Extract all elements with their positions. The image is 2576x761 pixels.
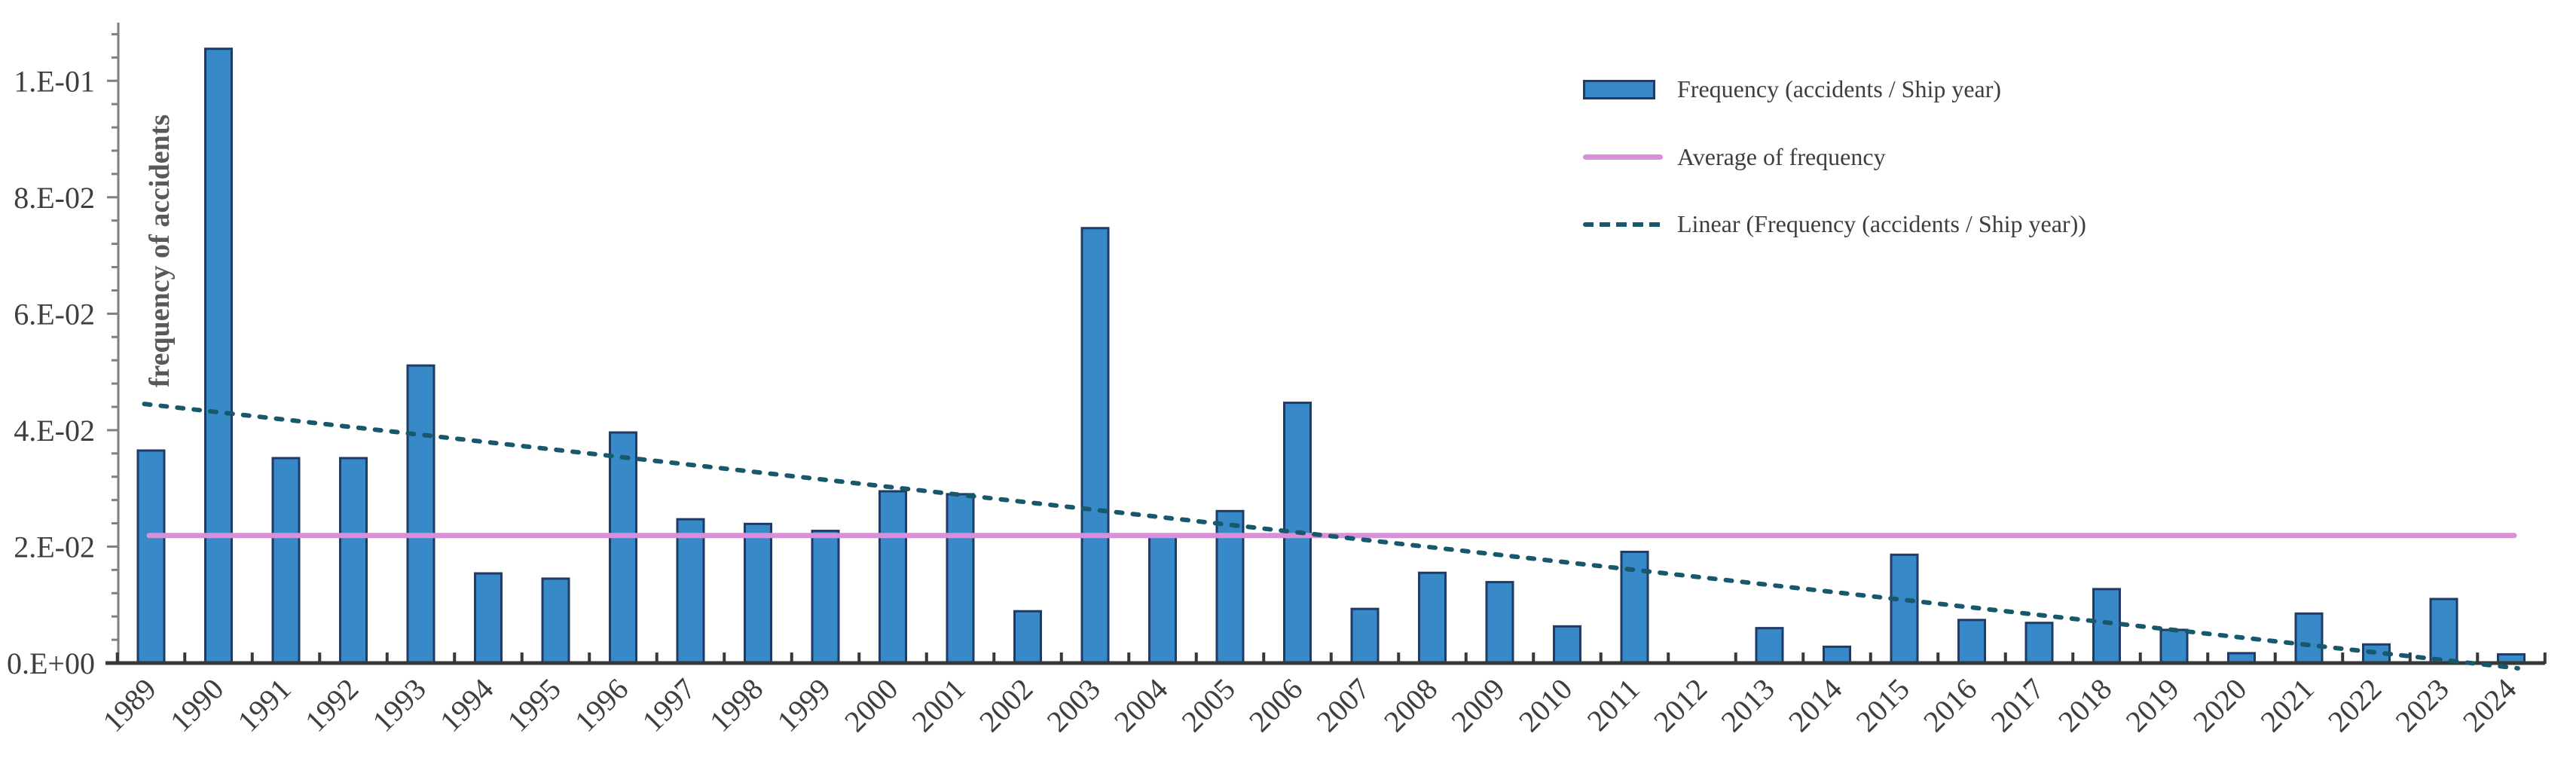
legend-label-linear: Linear (Frequency (accidents / Ship year… — [1677, 210, 2086, 238]
bar-2023 — [2429, 597, 2458, 665]
y-tick-label: 4.E-02 — [14, 414, 95, 448]
x-label-2000: 2000 — [838, 672, 904, 738]
bar-1991 — [271, 457, 301, 665]
y-axis-title: frequency of accidents — [144, 115, 176, 387]
x-label-1998: 1998 — [703, 672, 769, 738]
bar-1996 — [609, 431, 637, 665]
y-tick-label: 2.E-02 — [14, 530, 95, 564]
x-label-1991: 1991 — [231, 672, 297, 738]
bar-1993 — [406, 364, 435, 665]
x-label-1997: 1997 — [635, 672, 701, 738]
x-label-2014: 2014 — [1782, 672, 1848, 738]
bar-2021 — [2294, 612, 2324, 665]
bar-2008 — [1418, 571, 1447, 665]
x-label-2004: 2004 — [1108, 672, 1174, 738]
x-label-2024: 2024 — [2456, 672, 2523, 738]
x-label-2009: 2009 — [1444, 672, 1511, 738]
x-label-2006: 2006 — [1242, 672, 1309, 738]
bar-1989 — [136, 449, 166, 665]
bar-1994 — [474, 572, 503, 665]
bar-1998 — [744, 522, 772, 665]
bar-2019 — [2159, 628, 2189, 665]
bar-2003 — [1080, 227, 1110, 665]
x-label-2016: 2016 — [1917, 672, 1983, 738]
x-label-1993: 1993 — [365, 672, 432, 738]
bar-1997 — [676, 518, 705, 665]
bar-2009 — [1485, 581, 1514, 665]
bar-1992 — [339, 457, 368, 665]
x-label-1999: 1999 — [770, 672, 836, 738]
bar-2007 — [1350, 607, 1380, 665]
y-tick-label: 6.E-02 — [14, 297, 95, 331]
bar-2016 — [1957, 619, 1986, 665]
legend-item-frequency: Frequency (accidents / Ship year) — [1583, 56, 2086, 124]
average-line-swatch-icon — [1583, 154, 1663, 160]
legend-item-average: Average of frequency — [1583, 124, 2086, 191]
x-label-2015: 2015 — [1849, 672, 1915, 738]
legend-label-average: Average of frequency — [1677, 142, 1886, 170]
x-label-1989: 1989 — [96, 672, 162, 738]
legend-item-linear: Linear (Frequency (accidents / Ship year… — [1583, 191, 2086, 258]
x-label-1995: 1995 — [500, 672, 567, 738]
bar-2014 — [1823, 645, 1851, 665]
legend-label-frequency: Frequency (accidents / Ship year) — [1677, 75, 2002, 103]
y-tick-label: 0.E+00 — [7, 646, 95, 680]
x-label-2007: 2007 — [1309, 672, 1376, 738]
x-label-2003: 2003 — [1040, 672, 1106, 738]
x-label-2020: 2020 — [2186, 672, 2253, 738]
y-tick-label: 1.E-01 — [14, 64, 95, 98]
x-label-2021: 2021 — [2254, 672, 2320, 738]
bar-2010 — [1553, 625, 1581, 665]
x-label-2012: 2012 — [1647, 672, 1713, 738]
x-label-2022: 2022 — [2321, 672, 2388, 738]
x-label-2010: 2010 — [1512, 672, 1578, 738]
x-label-2002: 2002 — [973, 672, 1039, 738]
x-label-2011: 2011 — [1581, 672, 1646, 738]
bar-2018 — [2092, 588, 2121, 665]
frequency-bar-swatch-icon — [1583, 79, 1655, 99]
x-label-2018: 2018 — [2052, 672, 2118, 738]
x-label-1992: 1992 — [298, 672, 365, 738]
x-label-2013: 2013 — [1714, 672, 1780, 738]
x-label-2017: 2017 — [1984, 672, 2050, 738]
bar-1999 — [811, 530, 840, 665]
bar-2002 — [1013, 610, 1042, 665]
chart-legend: Frequency (accidents / Ship year) Averag… — [1583, 56, 2086, 258]
y-tick-label: 8.E-02 — [14, 181, 95, 215]
bar-2001 — [946, 493, 975, 665]
bar-2013 — [1755, 627, 1784, 665]
x-label-2005: 2005 — [1175, 672, 1241, 738]
x-label-1996: 1996 — [568, 672, 634, 738]
bar-2017 — [2024, 622, 2054, 665]
x-label-2008: 2008 — [1377, 672, 1444, 738]
bar-2004 — [1148, 535, 1177, 665]
x-label-2001: 2001 — [905, 672, 971, 738]
x-label-1990: 1990 — [163, 672, 230, 738]
trend-line — [142, 402, 2520, 671]
trend-line-swatch-icon — [1583, 222, 1663, 227]
bar-1990 — [204, 47, 233, 665]
bar-2000 — [879, 490, 907, 665]
bar-1995 — [541, 577, 570, 665]
x-label-2023: 2023 — [2388, 672, 2455, 738]
x-label-2019: 2019 — [2119, 672, 2185, 738]
bar-2015 — [1890, 553, 1919, 665]
x-label-1994: 1994 — [433, 672, 500, 738]
